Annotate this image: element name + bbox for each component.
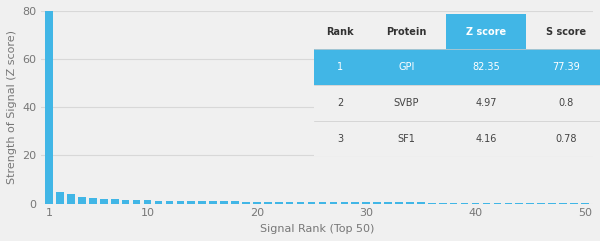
Bar	[253, 201, 260, 204]
Text: 2: 2	[337, 98, 344, 108]
Bar	[319, 202, 326, 204]
Text: Z score: Z score	[466, 27, 506, 37]
Text: 4.16: 4.16	[476, 134, 497, 144]
Bar	[56, 192, 64, 204]
Bar	[275, 202, 283, 204]
Bar	[395, 202, 403, 204]
Bar	[220, 201, 228, 204]
Bar	[482, 203, 490, 204]
Bar	[297, 202, 304, 204]
Bar	[264, 202, 272, 204]
Bar	[286, 202, 293, 204]
Text: 4.97: 4.97	[476, 98, 497, 108]
Bar	[559, 203, 567, 204]
Bar	[548, 203, 556, 204]
Bar	[133, 200, 140, 204]
Y-axis label: Strength of Signal (Z score): Strength of Signal (Z score)	[7, 30, 17, 184]
Bar	[155, 201, 162, 204]
Bar	[209, 201, 217, 204]
Bar	[526, 203, 534, 204]
Text: Protein: Protein	[386, 27, 427, 37]
Bar	[89, 198, 97, 204]
Bar	[329, 202, 337, 204]
Bar	[538, 203, 545, 204]
Text: 77.39: 77.39	[553, 62, 580, 72]
Bar	[308, 202, 316, 204]
Bar	[406, 202, 414, 204]
Bar	[100, 199, 107, 204]
Bar	[341, 202, 348, 204]
Text: 1: 1	[337, 62, 343, 72]
Bar	[515, 203, 523, 204]
Bar	[144, 200, 151, 204]
Bar	[231, 201, 239, 204]
Bar	[461, 203, 469, 204]
Bar	[67, 194, 75, 204]
Bar	[428, 202, 436, 204]
Bar	[373, 202, 381, 204]
Text: GPI: GPI	[398, 62, 415, 72]
Bar	[176, 201, 184, 204]
Text: Rank: Rank	[326, 27, 354, 37]
Text: SVBP: SVBP	[394, 98, 419, 108]
Text: 0.78: 0.78	[556, 134, 577, 144]
Bar	[166, 201, 173, 204]
Bar	[242, 201, 250, 204]
Bar	[187, 201, 195, 204]
Bar	[570, 203, 578, 204]
Text: SF1: SF1	[398, 134, 415, 144]
Bar	[417, 202, 425, 204]
Bar	[111, 199, 119, 204]
Bar	[122, 200, 130, 204]
Text: 82.35: 82.35	[473, 62, 500, 72]
Text: S score: S score	[546, 27, 586, 37]
Bar	[352, 202, 359, 204]
Bar	[494, 203, 501, 204]
Text: 0.8: 0.8	[559, 98, 574, 108]
Bar	[78, 197, 86, 204]
Bar	[362, 202, 370, 204]
Bar	[472, 203, 479, 204]
Bar	[505, 203, 512, 204]
X-axis label: Signal Rank (Top 50): Signal Rank (Top 50)	[260, 224, 374, 234]
Bar	[384, 202, 392, 204]
Bar	[46, 5, 53, 204]
Bar	[450, 203, 457, 204]
Text: 3: 3	[337, 134, 343, 144]
Bar	[439, 202, 446, 204]
Bar	[581, 203, 589, 204]
Bar	[199, 201, 206, 204]
